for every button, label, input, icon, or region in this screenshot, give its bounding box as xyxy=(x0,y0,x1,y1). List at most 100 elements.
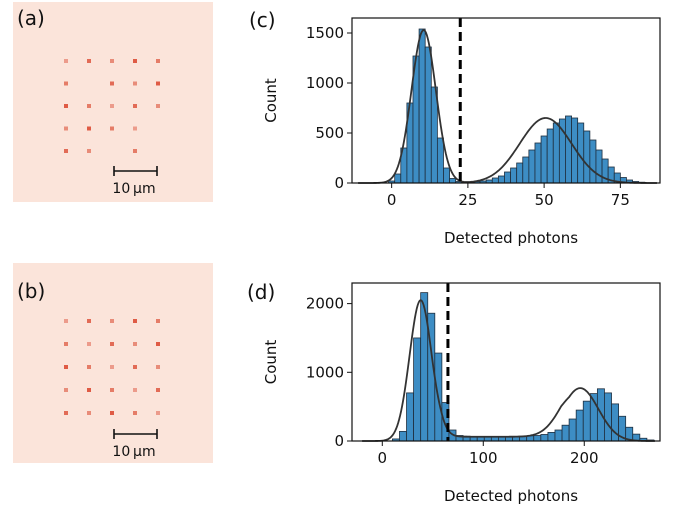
histogram-bar xyxy=(582,400,591,442)
x-tick-label: 0 xyxy=(378,449,388,467)
histogram-bar xyxy=(443,167,450,184)
spot xyxy=(87,104,91,108)
spot xyxy=(133,319,137,323)
spot xyxy=(87,319,91,323)
spot xyxy=(133,81,137,86)
spot xyxy=(133,104,137,108)
y-tick-label: 500 xyxy=(315,124,344,142)
spot xyxy=(133,59,137,63)
spot xyxy=(87,365,91,369)
histogram-bar xyxy=(516,162,524,184)
histogram-bar xyxy=(583,130,591,184)
plot-frame xyxy=(351,282,661,442)
spot xyxy=(64,59,68,63)
panel-label-c: (c) xyxy=(249,8,276,32)
spot xyxy=(64,319,68,323)
histogram-bar xyxy=(510,167,518,184)
panel-b: (b) 10 μm xyxy=(13,263,213,463)
spot xyxy=(110,388,114,392)
panel-label-a: (a) xyxy=(17,6,45,30)
spot xyxy=(64,126,68,131)
spot xyxy=(156,81,160,86)
spot xyxy=(133,342,137,346)
x-tick-label: 200 xyxy=(570,449,599,467)
spot xyxy=(133,411,137,415)
histogram-bar xyxy=(604,392,612,442)
spot xyxy=(133,149,137,153)
histogram-bar xyxy=(561,424,570,442)
panel-label-b: (b) xyxy=(17,279,45,303)
spot xyxy=(87,149,91,153)
y-tick-label: 1500 xyxy=(306,24,344,42)
spot xyxy=(87,411,91,415)
histogram-bar xyxy=(534,142,542,184)
y-tick-label: 1000 xyxy=(306,363,344,381)
y-axis-label: Count xyxy=(262,78,280,123)
spot xyxy=(64,81,68,86)
histogram-bar xyxy=(413,337,422,442)
spot xyxy=(110,104,114,108)
histogram-bar xyxy=(406,392,415,442)
spot xyxy=(156,342,160,346)
histogram-bar xyxy=(394,173,402,184)
spot xyxy=(64,411,68,415)
x-axis-label: Detected photons xyxy=(444,487,578,505)
spot xyxy=(133,365,137,369)
histogram-bar xyxy=(568,418,577,442)
histogram-bar xyxy=(547,432,556,442)
histogram-bar xyxy=(418,28,426,184)
y-tick-label: 2000 xyxy=(306,295,344,313)
spot xyxy=(87,342,91,346)
spot xyxy=(64,104,68,108)
microscope-image-a xyxy=(13,2,213,202)
spot xyxy=(110,319,114,323)
x-tick-label: 25 xyxy=(458,191,477,209)
x-tick-label: 100 xyxy=(469,449,498,467)
spot xyxy=(64,388,68,392)
x-axis-label: Detected photons xyxy=(444,229,578,247)
y-tick-label: 1000 xyxy=(306,74,344,92)
plot-frame xyxy=(351,17,661,184)
histogram-bar xyxy=(540,434,549,442)
y-tick-label: 0 xyxy=(334,432,344,450)
histogram-bar xyxy=(522,156,530,184)
spot xyxy=(87,59,91,63)
histogram-bar xyxy=(552,122,560,184)
y-axis-label: Count xyxy=(262,340,280,385)
histogram-bar xyxy=(424,46,432,184)
spot xyxy=(64,365,68,369)
spot xyxy=(110,59,114,63)
histogram-bar xyxy=(491,177,499,184)
panel-a: (a) 10 μm xyxy=(13,2,213,202)
spot xyxy=(110,342,114,346)
histogram-bar xyxy=(565,115,572,184)
histogram-bar xyxy=(441,402,450,442)
histogram-bar xyxy=(533,435,542,442)
spot xyxy=(64,342,68,346)
spot xyxy=(87,388,91,392)
y-tick-label: 0 xyxy=(334,174,344,192)
spot xyxy=(133,388,137,392)
spot xyxy=(156,104,160,108)
scale-bar-label-b: 10 μm xyxy=(112,444,155,460)
spot xyxy=(156,388,160,392)
spot xyxy=(156,365,160,369)
histogram-bar xyxy=(575,409,584,442)
spot xyxy=(110,81,114,86)
x-tick-label: 0 xyxy=(387,191,397,209)
histogram-bar xyxy=(546,128,554,184)
histogram-bar xyxy=(497,175,505,184)
spot xyxy=(156,59,160,63)
spot xyxy=(110,126,114,131)
fit-curve xyxy=(362,299,655,442)
spot-array-a xyxy=(64,59,160,153)
spot xyxy=(64,149,68,153)
spot xyxy=(110,411,114,415)
histogram-bar xyxy=(504,171,511,184)
histogram-bar xyxy=(399,430,407,442)
histogram-bar xyxy=(528,149,536,184)
panel-label-d: (d) xyxy=(247,280,275,304)
panel-c: (c) 0 25 50 75 0 500 1000 1500 Detected photons C… xyxy=(249,8,661,247)
